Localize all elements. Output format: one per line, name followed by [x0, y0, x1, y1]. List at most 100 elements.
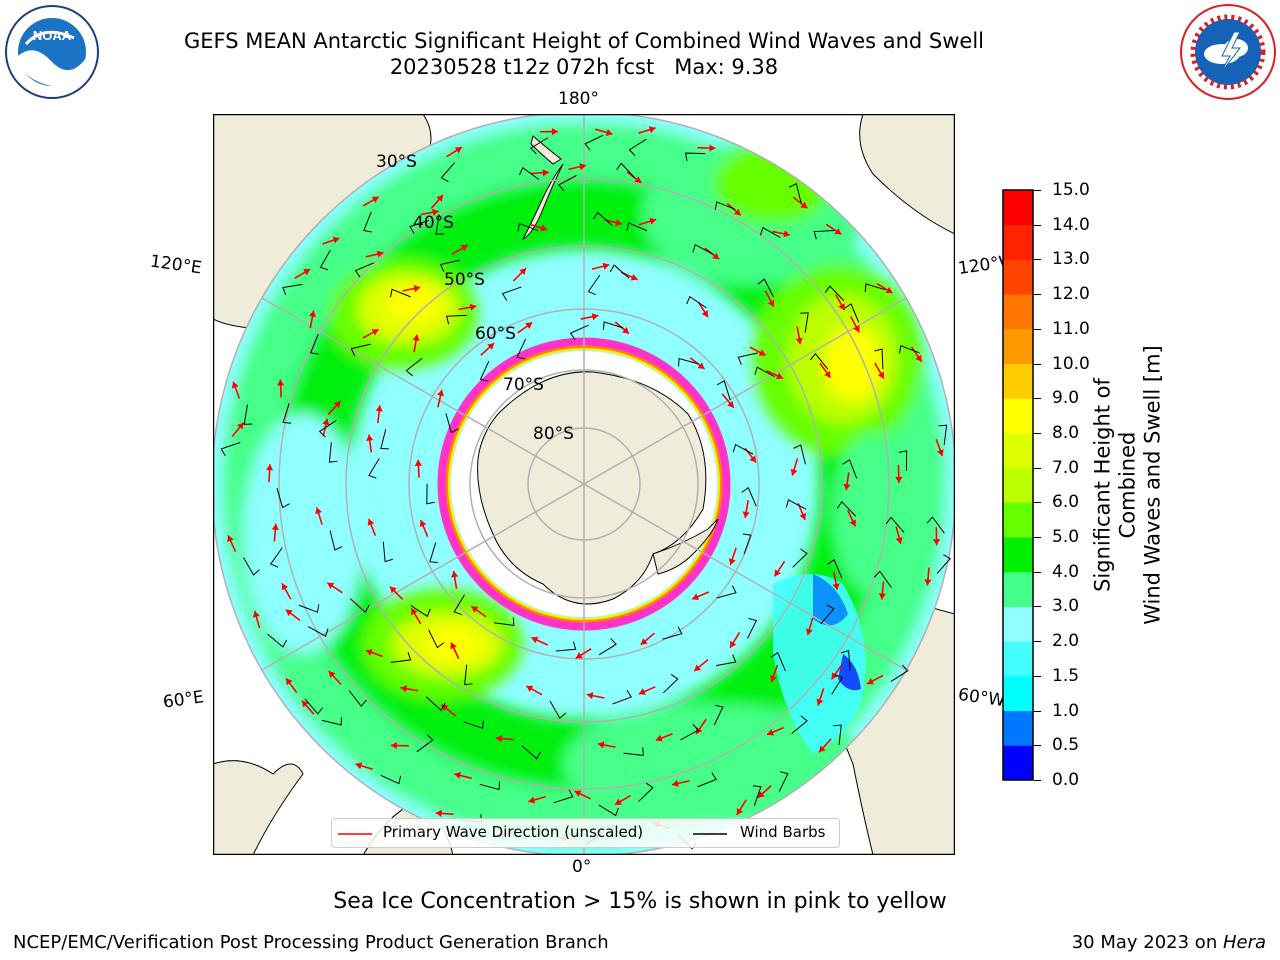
wave-arrow-head	[315, 507, 323, 515]
wind-barb	[319, 249, 331, 271]
wind-barb	[435, 214, 444, 235]
legend-barb-label: Wind Barbs	[740, 823, 826, 841]
wind-barb	[623, 747, 644, 756]
wind-barb	[425, 696, 446, 711]
wave-arrow-head	[436, 194, 444, 202]
wind-barb	[793, 444, 806, 465]
colorbar-label: Significant Height of Combined Wind Wave…	[1091, 325, 1166, 645]
sea-ice-note: Sea Ice Concentration > 15% is shown in …	[333, 889, 947, 914]
wind-barb	[692, 243, 714, 255]
wind-barb	[686, 295, 707, 309]
wind-barbs	[220, 134, 952, 850]
colorbar-tick-mark	[1034, 745, 1041, 747]
wind-barb	[840, 650, 851, 671]
wind-barb	[409, 219, 430, 234]
wind-barb	[715, 654, 737, 667]
wave-arrow-head	[376, 250, 384, 258]
wave-arrow-head	[915, 354, 922, 362]
lat-label-70s: 70°S	[503, 375, 544, 395]
colorbar-segment	[1003, 571, 1033, 607]
wave-arrow-head	[451, 571, 459, 578]
wind-barb	[584, 134, 604, 151]
lat-label-50s: 50°S	[444, 270, 485, 290]
wind-barb	[243, 404, 253, 425]
wind-barb	[382, 541, 393, 563]
colorbar-tick-label: 5.0	[1052, 527, 1080, 548]
colorbar-tick-label: 0.5	[1052, 735, 1080, 756]
wave-arrow-head	[605, 129, 613, 136]
colorbar-segment	[1003, 398, 1033, 434]
colorbar-tick-mark	[1034, 467, 1041, 469]
wave-arrow-head	[390, 741, 397, 750]
wave-arrow-head	[736, 808, 744, 816]
wave-arrow-head	[816, 698, 824, 706]
wave-arrow-head	[414, 459, 423, 466]
wind-barb	[788, 183, 802, 204]
wave-arrow-head	[709, 144, 716, 152]
wind-barb	[310, 334, 319, 355]
colorbar-tick-mark	[1034, 606, 1041, 608]
wind-barb	[899, 345, 920, 354]
wind-barb	[752, 785, 762, 806]
wave-arrow-head	[519, 268, 527, 275]
wave-arrow-head	[776, 372, 784, 380]
wind-barb	[628, 138, 647, 156]
wave-arrow-head	[630, 273, 638, 281]
lat-label-80s: 80°S	[533, 424, 574, 444]
wave-arrow-head	[655, 734, 663, 742]
colorbar-segment	[1003, 467, 1033, 503]
colorbar-tick-mark	[1034, 641, 1041, 643]
colorbar-tick-label: 14.0	[1052, 214, 1090, 235]
colorbar-tick-label: 4.0	[1052, 561, 1080, 582]
wind-barb	[885, 516, 905, 533]
colorbar-segment	[1003, 537, 1033, 573]
wind-barb	[354, 262, 375, 278]
wave-arrow-head	[435, 809, 442, 818]
colorbar-segment	[1003, 502, 1033, 538]
wind-barb	[267, 633, 288, 648]
colorbar-segment	[1003, 224, 1033, 260]
wind-barb	[453, 594, 465, 616]
wave-arrow-head	[365, 648, 373, 656]
map-legend: Primary Wave Direction (unscaled) Wind B…	[331, 818, 840, 848]
wind-barb	[732, 443, 754, 455]
wind-barb	[553, 789, 574, 804]
wave-arrow-head	[696, 727, 703, 735]
wave-arrow-head	[400, 685, 407, 693]
wind-barb	[380, 429, 389, 450]
wave-arrow-head	[586, 692, 594, 700]
colorbar-tick-mark	[1034, 190, 1041, 191]
wind-barb	[269, 547, 283, 568]
wind-barb	[329, 530, 343, 551]
wind-barb	[827, 559, 843, 579]
wave-arrow-head	[277, 379, 285, 386]
wave-arrow-head	[767, 299, 775, 307]
colorbar-tick-label: 2.0	[1052, 631, 1080, 652]
wave-arrow-head	[895, 476, 903, 483]
wave-arrow-head	[308, 310, 317, 318]
wave-arrow-head	[237, 422, 244, 430]
wind-barb	[493, 617, 515, 627]
wave-arrow-head	[281, 583, 289, 591]
wind-barb	[328, 442, 338, 463]
wind-barb	[598, 638, 617, 656]
wind-barb	[680, 723, 699, 741]
wind-barb	[549, 700, 567, 720]
wind-barb	[609, 264, 630, 279]
colorbar-segment	[1003, 675, 1033, 712]
wave-arrow-head	[649, 217, 657, 225]
wind-barb	[569, 324, 589, 341]
noaa-logo-text: NOAA	[33, 28, 72, 43]
wind-barb	[555, 641, 577, 652]
wave-arrow-head	[531, 636, 539, 644]
wind-barb	[428, 629, 445, 649]
colorbar-segment	[1003, 710, 1033, 746]
wave-arrow-head	[266, 464, 274, 471]
wind-barb	[368, 458, 380, 479]
lon-label-120e: 120°E	[148, 251, 203, 279]
wind-barb	[380, 774, 402, 785]
wind-barb	[800, 312, 809, 333]
wave-arrow-head	[843, 483, 851, 491]
wave-arrow-head	[878, 593, 886, 600]
colorbar-label-line2: Wind Waves and Swell [m]	[1140, 345, 1165, 625]
